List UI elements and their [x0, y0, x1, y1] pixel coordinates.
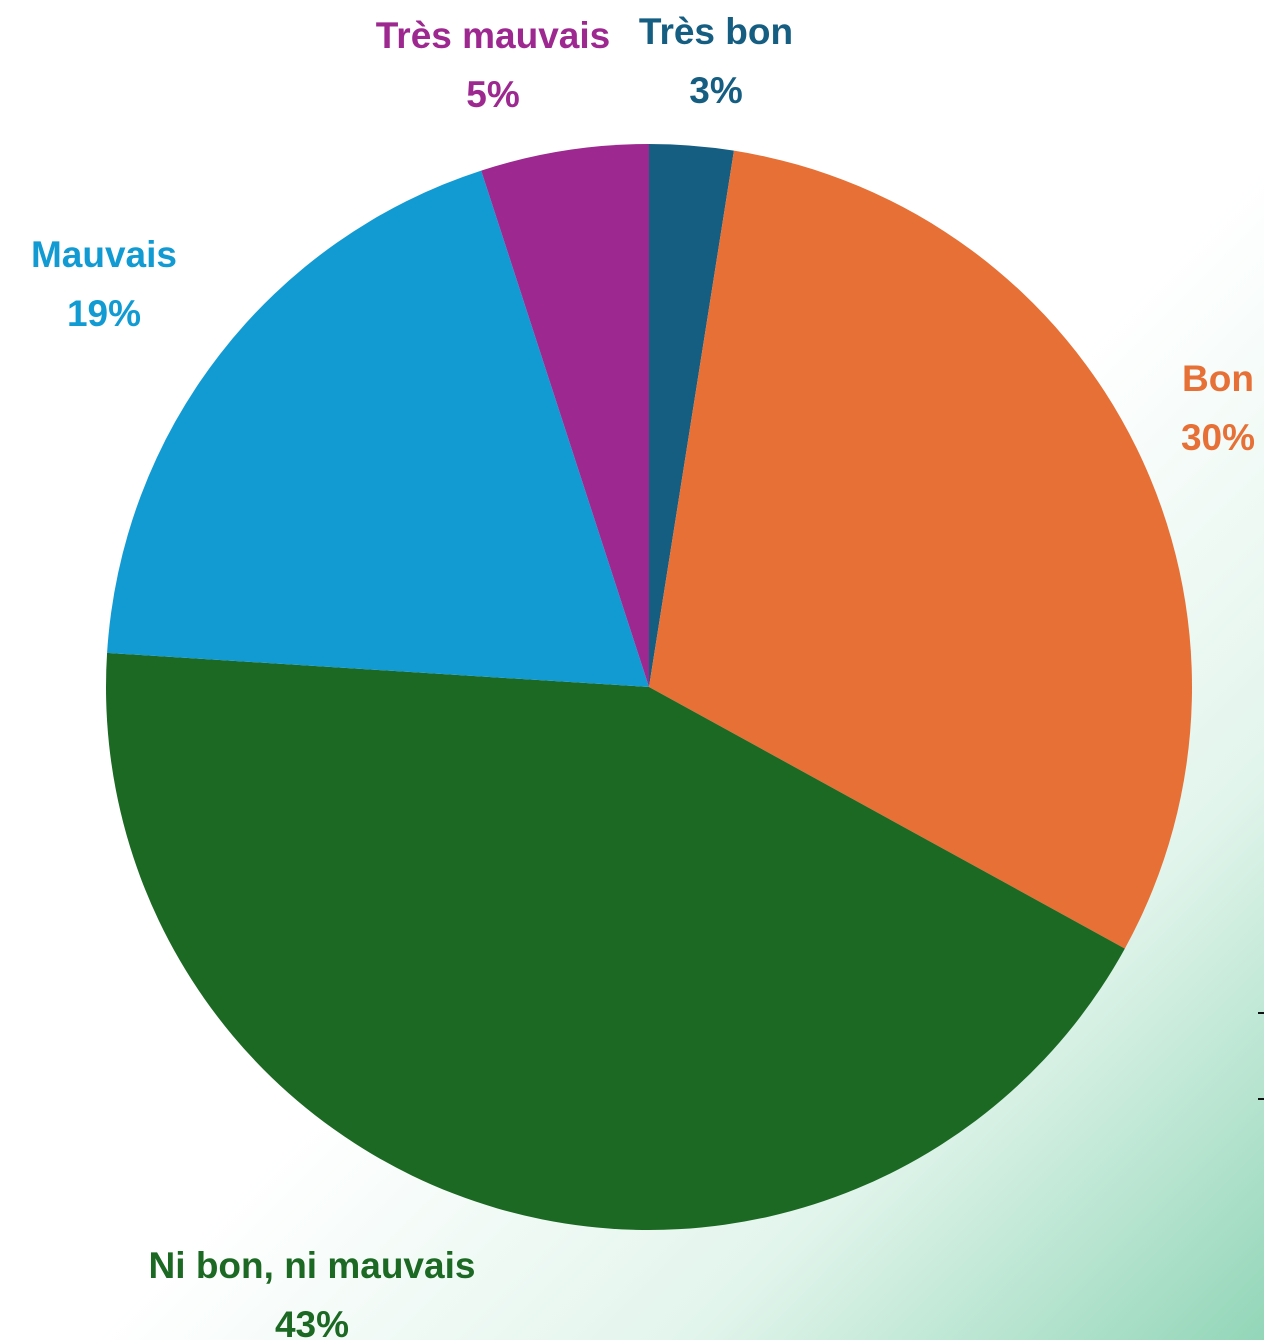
- data-label-bon-name: Bon: [1182, 358, 1254, 399]
- pie-slice-bon: [649, 150, 1192, 949]
- pie-slice-tres-bon: [649, 144, 734, 687]
- pie-slice-mauvais: [107, 170, 650, 688]
- data-label-ni-bon-ni-mauvais-name: Ni bon, ni mauvais: [149, 1245, 476, 1286]
- data-label-mauvais-name: Mauvais: [31, 234, 177, 275]
- pie-slices: [105, 144, 1192, 1231]
- data-label-bon-value: 30%: [1181, 417, 1255, 458]
- data-label-tres-mauvais-value: 5%: [466, 74, 519, 115]
- data-label-tres-bon-value: 3%: [689, 70, 742, 111]
- data-label-tres-mauvais-name: Très mauvais: [376, 15, 610, 56]
- data-label-ni-bon-ni-mauvais-value: 43%: [275, 1304, 349, 1340]
- pie-slice-tres-mauvais: [481, 144, 649, 687]
- pie-slice-ni-bon-ni-mauvais: [105, 652, 1125, 1231]
- edge-clipped-marks: [1256, 1012, 1264, 1172]
- data-label-mauvais-value: 19%: [67, 293, 141, 334]
- data-label-tres-bon-name: Très bon: [639, 11, 793, 52]
- pie-labels: Très bon 3% Bon 30% Ni bon, ni mauvais 43% Mau…: [31, 11, 1255, 1340]
